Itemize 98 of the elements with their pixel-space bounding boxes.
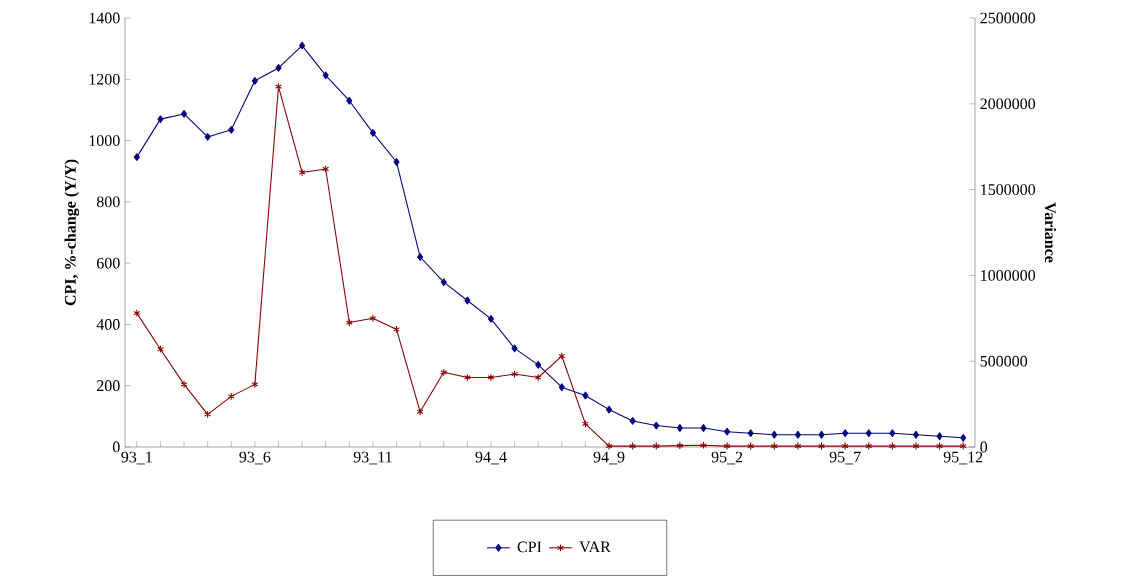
y-axis-title: CPI, %-change (Y/Y) [64,159,80,306]
point [653,421,660,430]
point [724,427,731,436]
x-tick-label: 95_7 [829,451,861,465]
point [299,41,306,50]
y-tick-label: 1200 [89,73,120,85]
point [841,442,849,450]
point [511,370,519,378]
point [133,309,141,318]
y2-tick-label: 0 [980,441,988,453]
point [652,442,660,450]
point [511,344,518,353]
x-tick-label: 95_2 [711,451,743,465]
y2-tick-label: 2500000 [980,12,1036,24]
point [487,315,495,323]
y-tick-label: 400 [96,319,120,330]
point [463,373,471,382]
point [345,318,353,327]
legend-label: VAR [579,541,611,553]
y2-tick-label: 1500000 [981,184,1036,195]
point [842,429,849,438]
point [204,133,211,141]
x-tick-label: 94_4 [475,451,507,465]
point [912,442,920,450]
point [912,430,920,439]
point [393,158,400,166]
point [369,129,376,137]
point [157,345,164,354]
point [771,430,778,439]
point [535,360,542,369]
y-tick-label: 1400 [89,12,120,24]
point [180,380,188,389]
point [723,442,731,450]
point [440,278,447,287]
point [227,392,235,401]
point [487,373,495,382]
point [700,441,707,450]
point [960,433,967,442]
point [393,325,400,334]
point [464,296,471,305]
x-tick-label: 93_11 [353,451,392,465]
point [440,368,448,377]
y2-tick-label: 500000 [980,355,1028,367]
point [534,373,542,382]
point [298,168,306,177]
point [959,442,967,450]
point [700,424,707,432]
y-tick-label: 0 [112,441,120,453]
point [605,442,613,450]
point [133,153,140,161]
point [322,165,330,173]
point [417,253,424,261]
point [794,442,802,450]
legend-label: CPI [517,541,542,553]
y2-axis-title: Variance [1044,202,1057,263]
point [582,391,589,400]
point [416,407,424,416]
point [794,430,801,439]
point [605,405,613,414]
point [558,352,566,360]
point [181,110,188,118]
y-tick-label: 800 [96,196,120,208]
point [936,442,944,450]
y2-tick-label: 1000000 [981,269,1036,281]
point [676,424,683,432]
point [865,442,873,450]
point [889,429,896,438]
point [747,429,754,438]
y-tick-label: 1000 [89,135,120,146]
x-tick-label: 93_1 [121,451,152,465]
x-tick-label: 95_12 [943,451,983,465]
point [251,380,259,389]
point [818,430,825,439]
point [676,441,684,450]
point [629,417,636,425]
point [818,442,825,450]
y-tick-label: 200 [97,380,120,392]
y-tick-label: 600 [96,257,120,269]
point [888,442,896,450]
x-tick-label: 94_9 [593,451,625,465]
point [581,419,589,428]
point [629,442,637,450]
x-tick-label: 93_6 [239,451,271,465]
point [558,383,565,392]
point [251,76,258,85]
point [322,71,329,80]
point [275,82,282,91]
point [346,96,353,105]
y2-tick-label: 2000000 [980,98,1036,110]
point [275,64,282,72]
point [936,432,943,441]
point [369,314,377,323]
point [204,410,212,419]
point [228,125,235,134]
point [865,429,872,438]
point [157,115,164,123]
point [770,442,778,450]
point [747,442,755,450]
